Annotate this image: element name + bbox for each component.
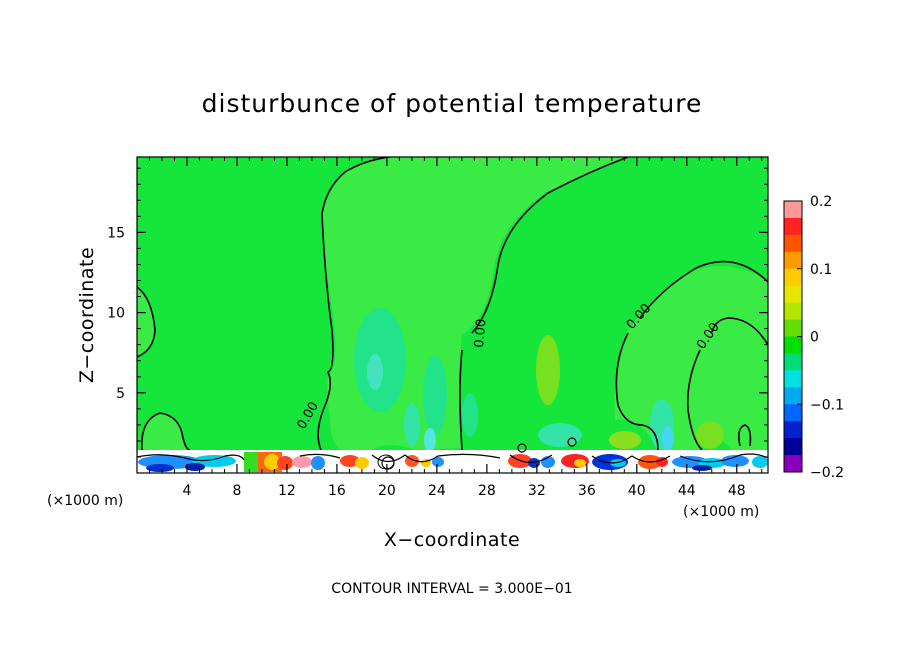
warm-patch	[536, 335, 560, 405]
x-tick-labels: 4 8 12 16 20 24 28 32 36 40 44 48	[183, 483, 746, 499]
y-tick-label: 10	[107, 306, 125, 322]
cold-patch	[404, 403, 420, 447]
colorbar-swatch	[784, 370, 802, 388]
colorbar-swatch	[784, 387, 802, 405]
x-tick-label: 40	[628, 483, 646, 499]
colorbar-tick-label: 0	[810, 330, 819, 346]
y-tick-label: 5	[116, 386, 125, 402]
warm-patch	[609, 431, 641, 449]
contour-interval-note: CONTOUR INTERVAL = 3.000E−01	[331, 581, 572, 597]
contour-line	[639, 260, 768, 319]
x-tick-label: 16	[328, 483, 346, 499]
colorbar-swatch	[784, 201, 802, 219]
plume-region	[614, 266, 768, 450]
x-tick-label: 44	[678, 483, 696, 499]
contour-line	[471, 157, 629, 334]
colorbar-swatch	[784, 251, 802, 270]
cold-patch	[462, 393, 478, 437]
colorbar-swatch	[784, 421, 802, 439]
x-tick-label: 36	[578, 483, 596, 499]
contour-line	[711, 317, 768, 346]
plot-field	[137, 157, 768, 473]
x-tick-label: 32	[528, 483, 546, 499]
x-tick-label: 24	[428, 483, 446, 499]
cold-patch	[538, 423, 582, 447]
colorbar-swatch	[784, 404, 802, 422]
y-axis-label: Z−coordinate	[76, 247, 98, 383]
cold-patch	[367, 354, 383, 390]
colorbar-swatch	[784, 268, 802, 287]
cold-patch	[424, 428, 436, 452]
y-tick-labels: 5 10 15	[107, 225, 125, 401]
colorbar-swatch	[784, 455, 802, 473]
x-unit-right: (×1000 m)	[683, 504, 759, 520]
colorbar-swatch	[784, 285, 802, 304]
contour-line	[141, 412, 191, 451]
x-unit-left: (×1000 m)	[47, 493, 123, 509]
contour-line	[137, 286, 156, 358]
colorbar-tick-label: −0.2	[810, 465, 844, 481]
contour-line	[459, 349, 463, 451]
colorbar-labels: 0.2 0.1 0 −0.1 −0.2	[797, 194, 844, 481]
plume-region	[137, 288, 155, 356]
cold-patch	[423, 355, 447, 435]
contour-line	[738, 424, 752, 447]
plot-frame	[136, 156, 769, 474]
colorbar-swatch	[784, 319, 802, 337]
colorbar-swatch	[784, 438, 802, 456]
contour-line	[686, 349, 703, 451]
plume-region	[141, 413, 190, 450]
chart-title: disturbunce of potential temperature	[202, 89, 703, 118]
colorbar-tick-label: −0.1	[810, 397, 844, 413]
x-tick-label: 20	[378, 483, 396, 499]
colorbar-swatch	[784, 234, 802, 253]
contour-line	[615, 332, 659, 451]
x-tick-label: 8	[232, 483, 241, 499]
surface-band-patches	[138, 452, 768, 472]
surface-band-contours	[137, 437, 768, 470]
colorbar-tick-label: 0.2	[810, 194, 832, 210]
colorbar-tick-label: 0.1	[810, 262, 832, 278]
x-tick-label: 48	[728, 483, 746, 499]
colorbar-swatch	[784, 302, 802, 321]
colorbar-swatch	[784, 336, 802, 354]
x-tick-label: 4	[183, 483, 192, 499]
colorbar	[784, 201, 802, 473]
warm-patch	[696, 421, 724, 449]
x-tick-label: 28	[478, 483, 496, 499]
contour-label: 0.00	[472, 318, 489, 348]
contour-line	[317, 157, 391, 451]
contour-lines	[137, 157, 768, 451]
x-tick-label: 12	[278, 483, 296, 499]
colorbar-swatch	[784, 353, 802, 371]
cold-patch	[662, 426, 674, 450]
x-axis-label: X−coordinate	[384, 529, 520, 551]
axis-ticks	[137, 157, 768, 473]
y-tick-label: 15	[107, 225, 125, 241]
colorbar-swatch	[784, 217, 802, 236]
